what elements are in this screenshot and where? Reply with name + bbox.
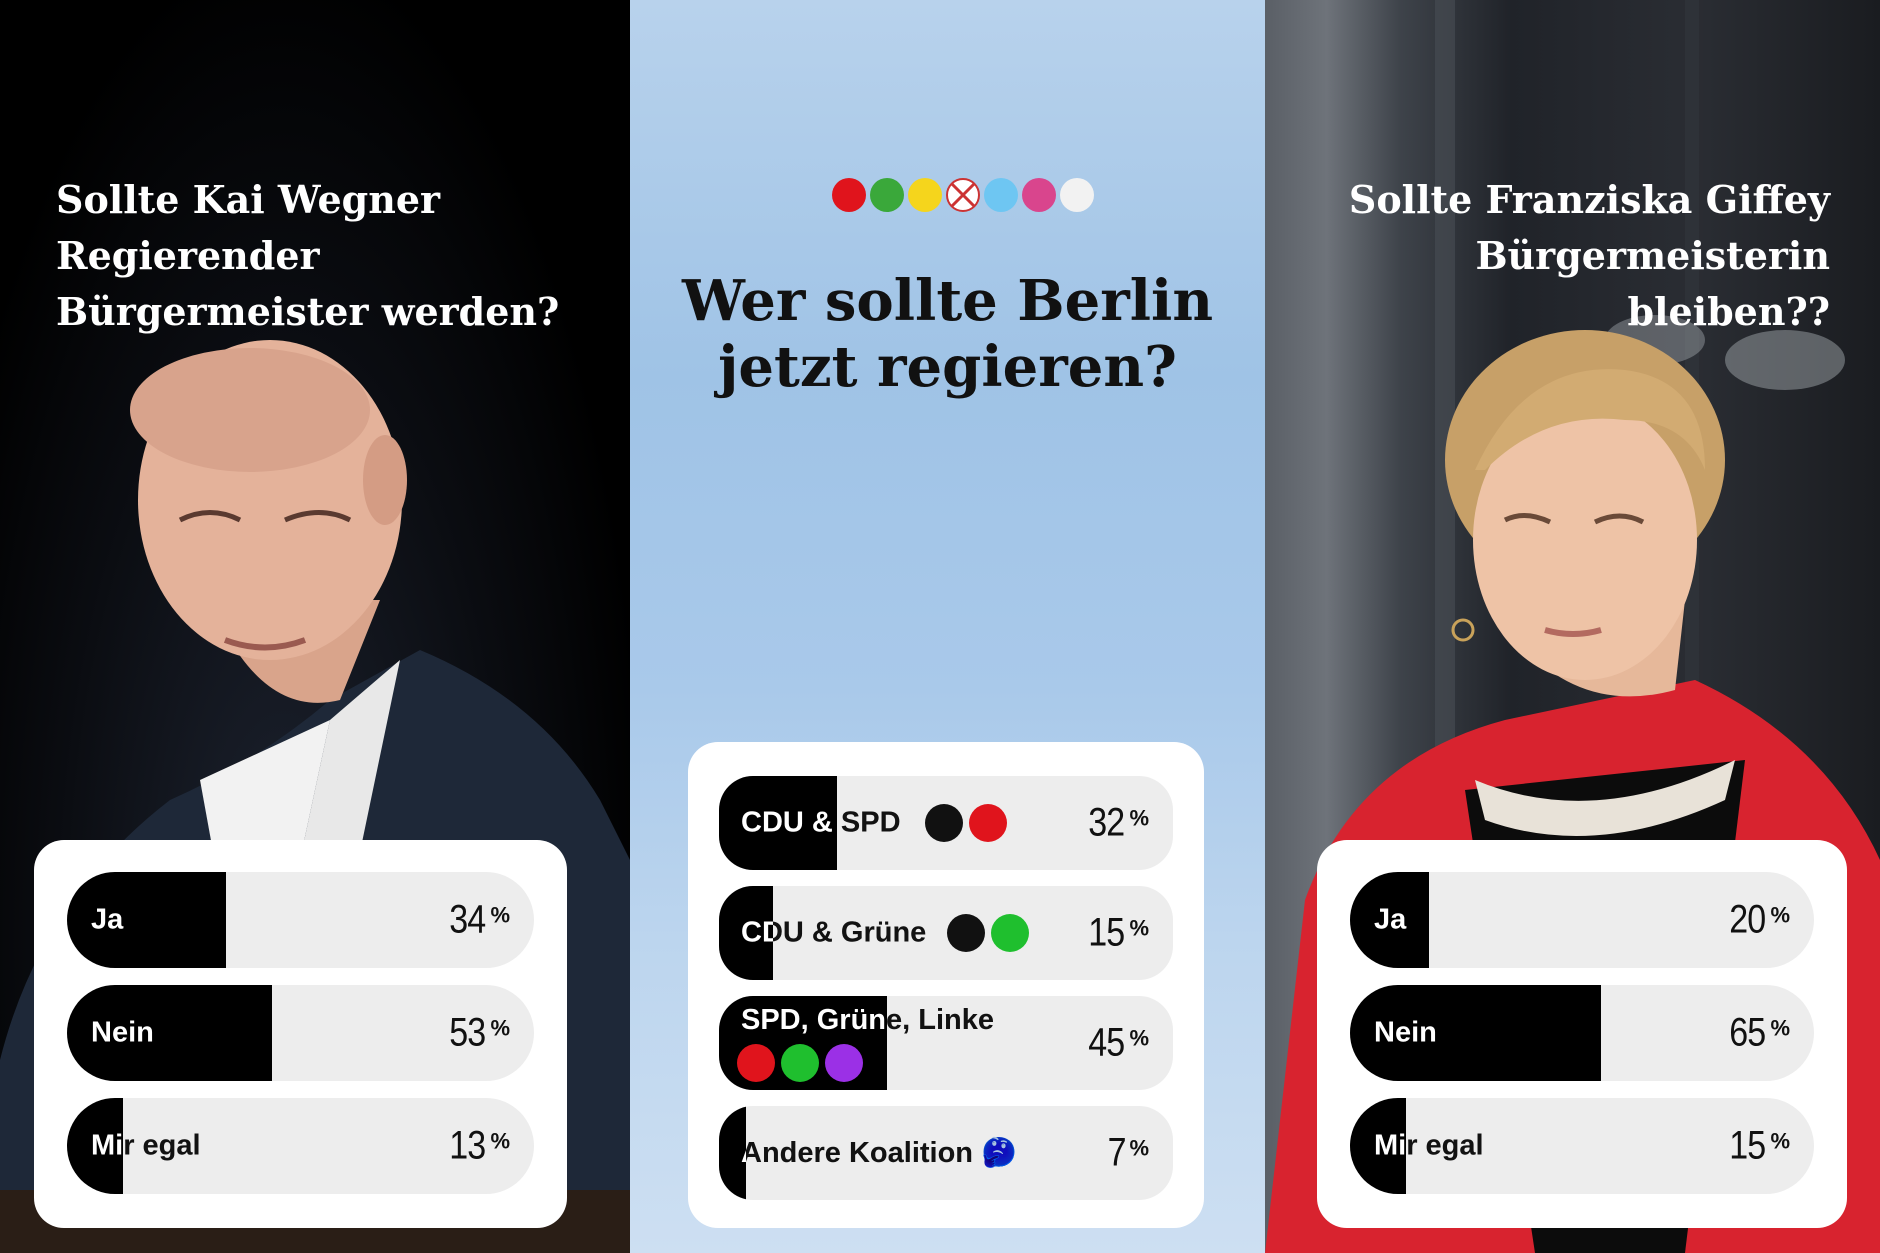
question-title-wegner: Sollte Kai Wegner Regierender Bürgermeis… (56, 172, 576, 340)
poll-percent: 7% (1107, 1130, 1149, 1175)
poll-card-coalition: CDU & SPD 32% CDU & Grüne 15% SPD, Grüne… (688, 742, 1204, 1228)
poll-option-ja[interactable]: Ja 20% (1350, 872, 1814, 968)
poll-option-label: Mir egal (1374, 1129, 1484, 1162)
red-dot-icon (832, 178, 866, 212)
panel-coalition-question: Wer sollte Berlin jetzt regieren? CDU & … (630, 0, 1265, 1253)
poll-bar-fill (67, 985, 273, 1081)
light-blue-dot-icon (984, 178, 1018, 212)
title-line: Sollte Franziska Giffey (1348, 177, 1830, 222)
poll-percent: 20% (1729, 897, 1790, 942)
poll-percent: 34% (449, 897, 510, 942)
black-dot-icon (925, 804, 963, 842)
poll-bar-fill (67, 872, 226, 968)
thinking-face-icon: 🤔 (981, 1137, 1018, 1169)
pink-dot-icon (1022, 178, 1056, 212)
poll-option-label: Nein (91, 1016, 154, 1049)
poll-option-nein[interactable]: Nein 65% (1350, 985, 1814, 1081)
poll-option-label: Ja (91, 903, 124, 936)
title-line: Sollte Kai Wegner (56, 177, 441, 222)
black-dot-icon (947, 914, 985, 952)
crossed-out-dot-icon (946, 178, 980, 212)
panel-kai-wegner: Sollte Kai Wegner Regierender Bürgermeis… (0, 0, 630, 1253)
party-dots (919, 804, 1007, 842)
poll-bar-fill (1350, 1098, 1406, 1194)
poll-option-label: Mir egal (91, 1129, 201, 1162)
red-dot-icon (737, 1044, 775, 1082)
red-dot-icon (969, 804, 1007, 842)
poll-bar-fill (719, 1106, 747, 1200)
poll-option-label: Ja (1374, 903, 1407, 936)
question-title-coalition: Wer sollte Berlin jetzt regieren? (630, 268, 1265, 400)
poll-percent: 45% (1088, 1020, 1149, 1065)
title-line: Bürgermeisterin bleiben?? (1475, 233, 1830, 334)
party-dots (737, 1044, 863, 1082)
poll-percent: 15% (1729, 1123, 1790, 1168)
poll-bar-fill (719, 776, 838, 870)
poll-bar-fill (1350, 872, 1429, 968)
poll-percent: 15% (1088, 910, 1149, 955)
party-color-dots (832, 178, 1094, 212)
poll-percent: 53% (449, 1010, 510, 1055)
poll-bar-fill (67, 1098, 124, 1194)
poll-option-mir-egal[interactable]: Mir egal 15% (1350, 1098, 1814, 1194)
question-title-giffey: Sollte Franziska Giffey Bürgermeisterin … (1270, 172, 1830, 340)
poll-option-label: Andere Koalition 🤔 (741, 1137, 1018, 1169)
poll-option-nein[interactable]: Nein 53% (67, 985, 534, 1081)
poll-bar-fill (719, 886, 774, 980)
green-dot-icon (991, 914, 1029, 952)
poll-option-mir-egal[interactable]: Mir egal 13% (67, 1098, 534, 1194)
poll-card-wegner: Ja 34% Nein 53% Mir egal 13% (34, 840, 567, 1228)
panel-franziska-giffey: Sollte Franziska Giffey Bürgermeisterin … (1265, 0, 1880, 1253)
poll-option-label: SPD, Grüne, Linke (741, 1004, 994, 1036)
title-line: Bürgermeister werden? (56, 289, 560, 334)
poll-option-label: Nein (1374, 1016, 1437, 1049)
party-dots (941, 914, 1029, 952)
title-line: Wer sollte Berlin (681, 268, 1214, 334)
purple-dot-icon (825, 1044, 863, 1082)
poll-option-label: CDU & SPD (741, 806, 901, 839)
poll-option-label: CDU & Grüne (741, 916, 927, 949)
title-line: jetzt regieren? (718, 334, 1177, 400)
green-dot-icon (781, 1044, 819, 1082)
poll-percent: 65% (1729, 1010, 1790, 1055)
poll-option-cdu-gruene[interactable]: CDU & Grüne 15% (719, 886, 1173, 980)
title-line: Regierender (56, 233, 320, 278)
poll-option-ja[interactable]: Ja 34% (67, 872, 534, 968)
poll-percent: 13% (449, 1123, 510, 1168)
green-dot-icon (870, 178, 904, 212)
poll-percent: 32% (1088, 800, 1149, 845)
poll-card-giffey: Ja 20% Nein 65% Mir egal 15% (1317, 840, 1847, 1228)
white-dot-icon (1060, 178, 1094, 212)
poll-option-andere-koalition[interactable]: Andere Koalition 🤔 7% (719, 1106, 1173, 1200)
yellow-dot-icon (908, 178, 942, 212)
poll-option-cdu-spd[interactable]: CDU & SPD 32% (719, 776, 1173, 870)
poll-option-spd-gruene-linke[interactable]: SPD, Grüne, Linke 45% (719, 996, 1173, 1090)
poll-bar-fill (1350, 985, 1601, 1081)
